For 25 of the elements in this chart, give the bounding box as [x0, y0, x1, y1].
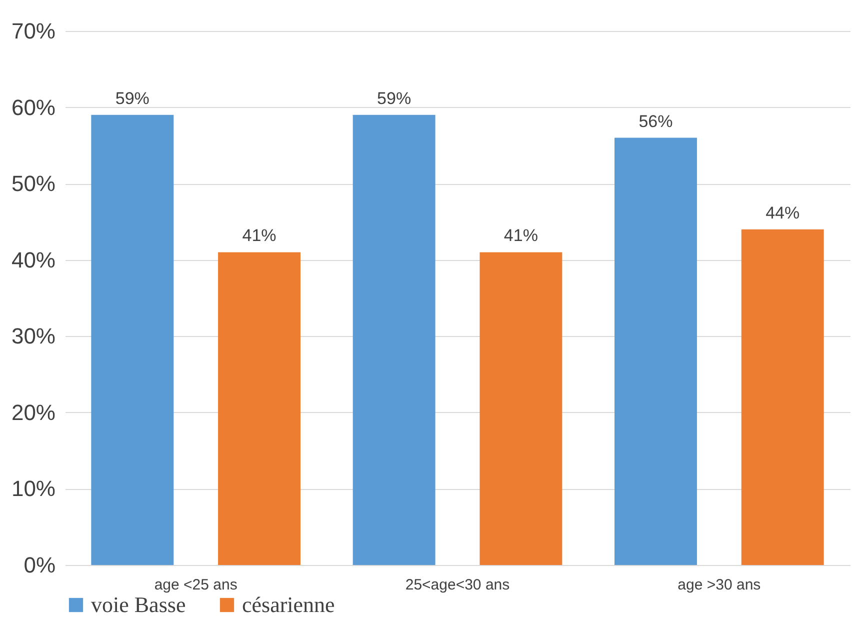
legend-label: voie Basse — [91, 592, 186, 617]
data-label: 59% — [115, 88, 150, 108]
data-label: 44% — [766, 203, 800, 222]
bar — [218, 252, 300, 565]
data-label: 59% — [377, 88, 412, 108]
y-tick-label: 40% — [11, 247, 56, 272]
x-tick-label: 25<age<30 ans — [405, 576, 510, 594]
y-tick-label: 0% — [24, 552, 56, 578]
bar — [614, 138, 697, 565]
bar — [352, 114, 436, 565]
y-tick-label: 20% — [11, 400, 56, 425]
legend-label: césarienne — [242, 592, 335, 617]
bar — [91, 114, 174, 565]
data-label: 56% — [638, 112, 673, 131]
data-label: 41% — [504, 226, 538, 246]
x-tick-label: age <25 ans — [154, 576, 238, 594]
bar — [741, 229, 824, 565]
y-tick-label: 30% — [11, 324, 56, 349]
y-tick-label: 70% — [11, 18, 56, 44]
x-tick-label: age >30 ans — [678, 576, 761, 594]
y-tick-label: 10% — [11, 476, 56, 502]
data-label: 41% — [242, 226, 276, 246]
y-tick-label: 60% — [11, 94, 56, 120]
y-tick-label: 50% — [11, 171, 56, 196]
bar — [480, 252, 562, 565]
